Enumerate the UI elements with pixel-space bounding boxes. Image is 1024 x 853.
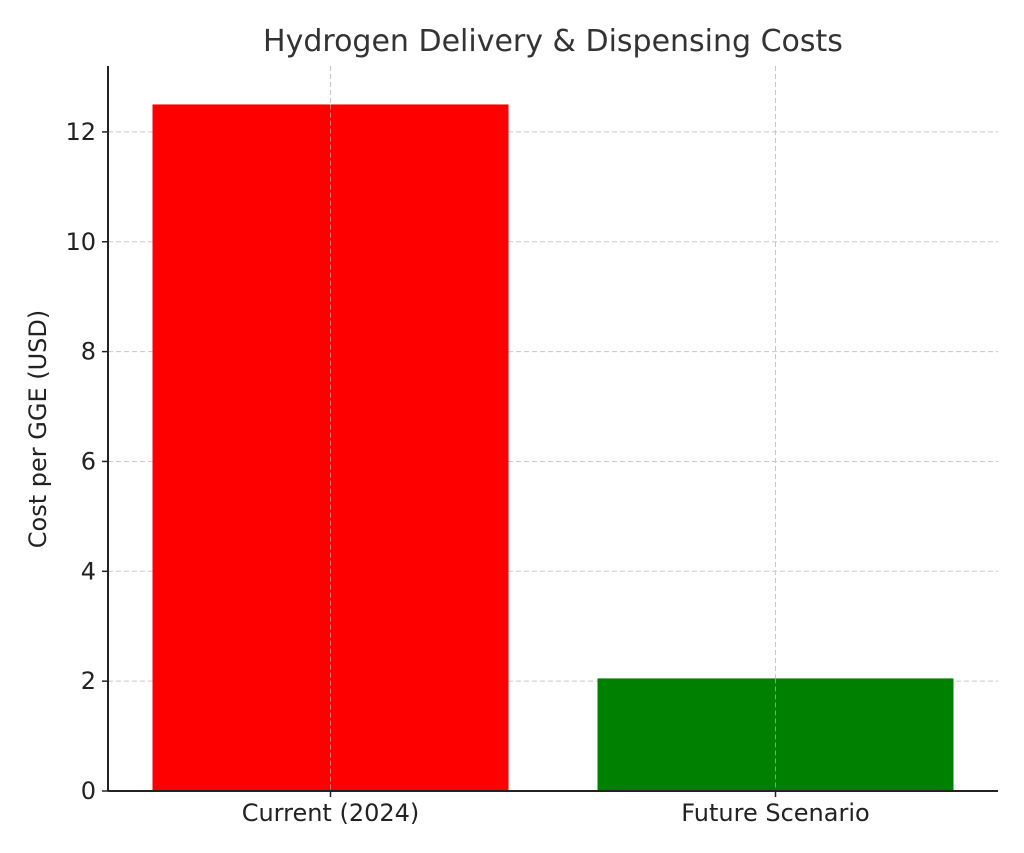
y-axis-label: Cost per GGE (USD)	[24, 310, 52, 548]
y-tick-label: 2	[81, 667, 96, 695]
x-tick-label: Current (2024)	[242, 799, 420, 827]
y-tick-label: 10	[65, 228, 96, 256]
y-tick-label: 12	[65, 118, 96, 146]
y-tick-label: 0	[81, 777, 96, 805]
y-tick-label: 8	[81, 338, 96, 366]
ticks: 0 2 4 6 8 10 12 Current (2024) Future Scenario	[65, 118, 869, 827]
axes	[107, 66, 998, 792]
x-tick-label: Future Scenario	[681, 799, 869, 827]
y-tick-label: 4	[81, 557, 96, 585]
bars	[152, 104, 954, 792]
chart-title: Hydrogen Delivery & Dispensing Costs	[263, 24, 843, 59]
y-tick-label: 6	[81, 447, 96, 475]
bar	[152, 104, 509, 792]
